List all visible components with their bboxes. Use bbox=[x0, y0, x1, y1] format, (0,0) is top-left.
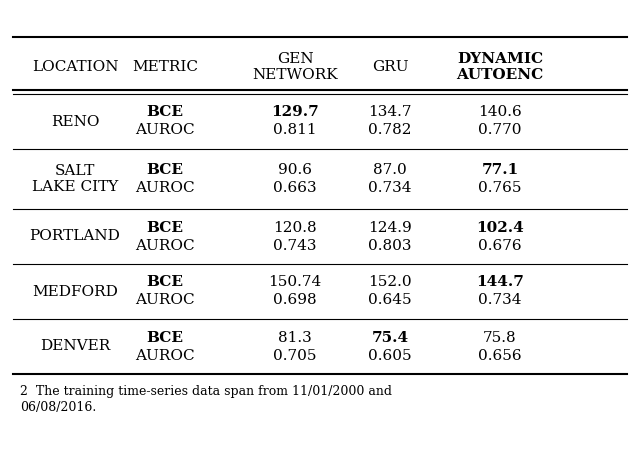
Text: 0.782: 0.782 bbox=[368, 123, 412, 137]
Text: LAKE CITY: LAKE CITY bbox=[32, 180, 118, 194]
Text: AUTOENC: AUTOENC bbox=[456, 68, 543, 82]
Text: 0.698: 0.698 bbox=[273, 293, 317, 307]
Text: AUROC: AUROC bbox=[135, 181, 195, 195]
Text: DENVER: DENVER bbox=[40, 340, 110, 354]
Text: PORTLAND: PORTLAND bbox=[29, 229, 120, 243]
Text: BCE: BCE bbox=[147, 331, 184, 345]
Text: 75.8: 75.8 bbox=[483, 331, 517, 345]
Text: AUROC: AUROC bbox=[135, 293, 195, 307]
Text: 0.734: 0.734 bbox=[478, 293, 522, 307]
Text: 0.734: 0.734 bbox=[368, 181, 412, 195]
Text: 152.0: 152.0 bbox=[368, 276, 412, 290]
Text: BCE: BCE bbox=[147, 106, 184, 120]
Text: 150.74: 150.74 bbox=[268, 276, 322, 290]
Text: METRIC: METRIC bbox=[132, 60, 198, 74]
Text: BCE: BCE bbox=[147, 163, 184, 177]
Text: 87.0: 87.0 bbox=[373, 163, 407, 177]
Text: LOCATION: LOCATION bbox=[32, 60, 118, 74]
Text: 102.4: 102.4 bbox=[476, 220, 524, 234]
Text: MEDFORD: MEDFORD bbox=[32, 284, 118, 298]
Text: BCE: BCE bbox=[147, 220, 184, 234]
Text: 0.803: 0.803 bbox=[368, 239, 412, 253]
Text: 0.645: 0.645 bbox=[368, 293, 412, 307]
Text: AUROC: AUROC bbox=[135, 239, 195, 253]
Text: 0.743: 0.743 bbox=[273, 239, 317, 253]
Text: 0.656: 0.656 bbox=[478, 348, 522, 362]
Text: 0.770: 0.770 bbox=[478, 123, 522, 137]
Text: 144.7: 144.7 bbox=[476, 276, 524, 290]
Text: 120.8: 120.8 bbox=[273, 220, 317, 234]
Text: 90.6: 90.6 bbox=[278, 163, 312, 177]
Text: 75.4: 75.4 bbox=[371, 331, 408, 345]
Text: AUROC: AUROC bbox=[135, 348, 195, 362]
Text: 140.6: 140.6 bbox=[478, 106, 522, 120]
Text: AUROC: AUROC bbox=[135, 123, 195, 137]
Text: 124.9: 124.9 bbox=[368, 220, 412, 234]
Text: 0.676: 0.676 bbox=[478, 239, 522, 253]
Text: 134.7: 134.7 bbox=[368, 106, 412, 120]
Text: 129.7: 129.7 bbox=[271, 106, 319, 120]
Text: 77.1: 77.1 bbox=[481, 163, 518, 177]
Text: SALT: SALT bbox=[55, 164, 95, 178]
Text: GRU: GRU bbox=[372, 60, 408, 74]
Text: 2  The training time-series data span from 11/01/2000 and: 2 The training time-series data span fro… bbox=[20, 385, 392, 398]
Text: 0.765: 0.765 bbox=[478, 181, 522, 195]
Text: 06/08/2016.: 06/08/2016. bbox=[20, 401, 96, 413]
Text: RENO: RENO bbox=[51, 114, 99, 128]
Text: BCE: BCE bbox=[147, 276, 184, 290]
Text: GEN: GEN bbox=[276, 52, 314, 66]
Text: NETWORK: NETWORK bbox=[252, 68, 338, 82]
Text: 0.705: 0.705 bbox=[273, 348, 317, 362]
Text: 0.605: 0.605 bbox=[368, 348, 412, 362]
Text: 0.663: 0.663 bbox=[273, 181, 317, 195]
Text: DYNAMIC: DYNAMIC bbox=[457, 52, 543, 66]
Text: 0.811: 0.811 bbox=[273, 123, 317, 137]
Text: 81.3: 81.3 bbox=[278, 331, 312, 345]
